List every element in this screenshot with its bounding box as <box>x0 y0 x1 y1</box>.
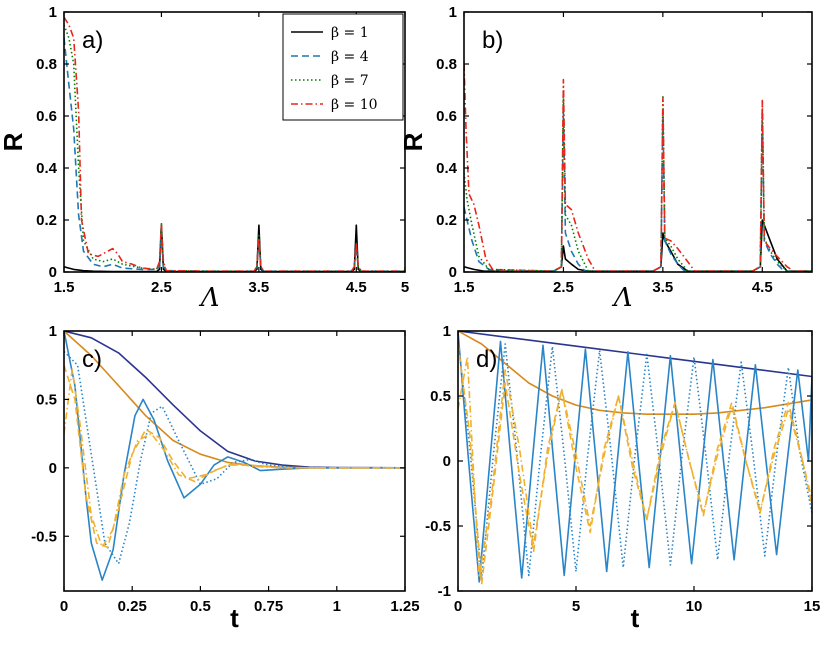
x-tick-label: 3.5 <box>652 279 673 296</box>
x-tick-label: 3.5 <box>248 279 269 296</box>
y-tick-label: 0 <box>49 264 57 281</box>
y-tick-label: 0.8 <box>36 56 57 73</box>
panel-label-d: d) <box>476 346 497 373</box>
y-tick-label: 1 <box>443 323 451 340</box>
x-tick-label: 15 <box>804 598 821 615</box>
y-axis-label: R <box>398 132 428 151</box>
y-tick-label: 0.2 <box>36 212 57 229</box>
legend: β = 1 β = 4 β = 7 β = 10 <box>282 13 404 121</box>
y-tick-label: -1 <box>438 583 451 600</box>
y-tick-label: 1 <box>49 4 57 21</box>
legend-entry: β = 4 <box>331 49 369 65</box>
series-line-b-3 <box>464 63 812 272</box>
x-tick-label: 1 <box>333 598 341 615</box>
x-tick-label: 0 <box>60 598 68 615</box>
x-axis-label: t <box>230 603 239 633</box>
series-line-d-5 <box>458 356 812 579</box>
series-line-b-1 <box>464 110 812 272</box>
axes-frame-b <box>463 11 813 273</box>
x-tick-label: 4.5 <box>346 279 367 296</box>
series-line-c-0 <box>64 331 405 469</box>
x-tick-label: 5 <box>572 598 580 615</box>
series-line-d-1 <box>458 331 812 416</box>
x-tick-label: 2.5 <box>553 279 574 296</box>
panel-label-c: c) <box>82 346 102 373</box>
panel-label-a: a) <box>82 27 103 54</box>
panel-b: 1.5 2.5 3.5 4.5 0 0.2 0.4 0.6 0.8 1 R Λb) <box>398 4 813 313</box>
y-axis-label: R <box>0 132 28 151</box>
series-line-d-2 <box>458 331 812 583</box>
series-group-d <box>458 331 812 586</box>
y-tick-label: 0.5 <box>36 391 57 408</box>
x-tick-label: 4.5 <box>752 279 773 296</box>
axes-frame-a <box>63 11 406 273</box>
panel-d: 0 5 10 15 -1 -0.5 0 0.5 1 t d) <box>425 323 820 633</box>
series-line-c-4 <box>64 364 405 549</box>
series-line-c-5 <box>64 368 405 549</box>
series-line-a-2 <box>64 24 405 272</box>
y-tick-label: 0.2 <box>436 212 457 229</box>
y-tick-label: 0.4 <box>436 160 458 177</box>
axes-frame-c <box>63 330 406 592</box>
x-axis-label: t <box>631 603 640 633</box>
x-axis-label: Λ <box>199 283 220 313</box>
x-axis-label: Λ <box>612 283 633 313</box>
y-tick-label: 0.5 <box>430 388 451 405</box>
series-line-c-2 <box>64 331 405 581</box>
series-line-a-3 <box>64 16 405 272</box>
x-tick-label: 10 <box>686 598 703 615</box>
x-tick-label: 2.5 <box>151 279 172 296</box>
x-tick-label: 0 <box>454 598 462 615</box>
legend-entry: β = 10 <box>331 97 378 113</box>
panel-label-b: b) <box>482 27 503 54</box>
series-line-d-0 <box>458 331 812 378</box>
x-tick-label: 1.5 <box>454 279 475 296</box>
y-tick-label: 1 <box>49 323 57 340</box>
x-tick-label: 5 <box>401 279 409 296</box>
series-group-b <box>464 63 812 272</box>
y-tick-label: 0 <box>49 460 57 477</box>
y-tick-label: 1 <box>449 4 457 21</box>
x-tick-label: 1.5 <box>54 279 75 296</box>
y-tick-label: 0 <box>449 264 457 281</box>
panel-c: 0 0.25 0.5 0.75 1 1.25 -0.5 0 0.5 1 t c) <box>31 323 419 633</box>
x-tick-label: 0.75 <box>254 598 283 615</box>
x-tick-label: 0.25 <box>118 598 147 615</box>
legend-entry: β = 7 <box>331 73 369 89</box>
y-tick-label: 0 <box>443 453 451 470</box>
x-tick-label: 1.25 <box>390 598 419 615</box>
series-line-c-3 <box>64 350 405 565</box>
y-tick-label: 0.6 <box>436 108 457 125</box>
series-group-c <box>64 331 405 581</box>
y-tick-label: 0.8 <box>436 56 457 73</box>
y-tick-label: -0.5 <box>31 528 57 545</box>
x-tick-label: 0.5 <box>190 598 211 615</box>
legend-entry: β = 1 <box>331 25 369 41</box>
y-tick-label: 0.4 <box>36 160 58 177</box>
y-tick-label: 0.6 <box>36 108 57 125</box>
y-tick-label: -0.5 <box>425 518 451 535</box>
